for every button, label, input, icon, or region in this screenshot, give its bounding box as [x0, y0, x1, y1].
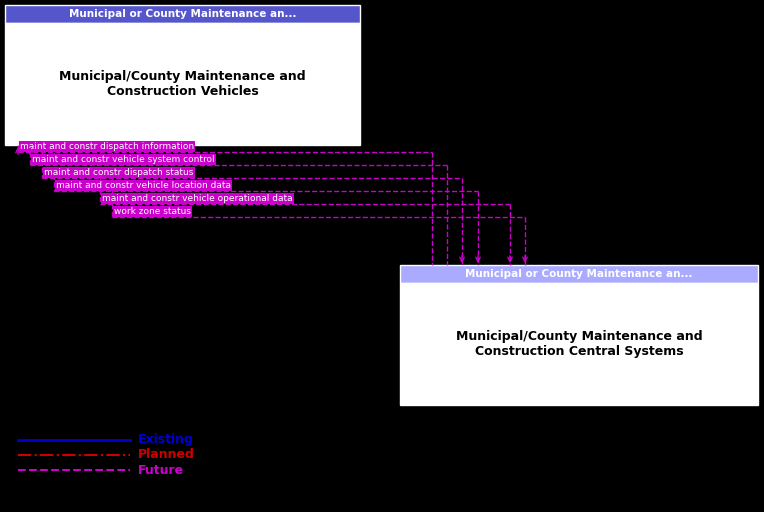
Text: work zone status: work zone status	[114, 207, 191, 216]
Bar	[5, 5, 360, 23]
Text: Municipal or County Maintenance an...: Municipal or County Maintenance an...	[69, 9, 296, 19]
Text: Municipal or County Maintenance an...: Municipal or County Maintenance an...	[465, 269, 693, 279]
Text: Municipal/County Maintenance and
Construction Vehicles: Municipal/County Maintenance and Constru…	[59, 70, 306, 98]
Text: Existing: Existing	[138, 434, 194, 446]
Bar	[400, 265, 758, 283]
Text: maint and constr dispatch status: maint and constr dispatch status	[44, 168, 193, 177]
Bar	[5, 23, 360, 145]
Text: maint and constr dispatch information: maint and constr dispatch information	[20, 142, 194, 151]
Bar	[400, 283, 758, 405]
Text: Planned: Planned	[138, 449, 195, 461]
Text: Future: Future	[138, 463, 184, 477]
Text: maint and constr vehicle operational data: maint and constr vehicle operational dat…	[102, 194, 293, 203]
Text: Municipal/County Maintenance and
Construction Central Systems: Municipal/County Maintenance and Constru…	[455, 330, 702, 358]
Text: maint and constr vehicle location data: maint and constr vehicle location data	[56, 181, 231, 190]
Text: maint and constr vehicle system control: maint and constr vehicle system control	[32, 155, 215, 164]
